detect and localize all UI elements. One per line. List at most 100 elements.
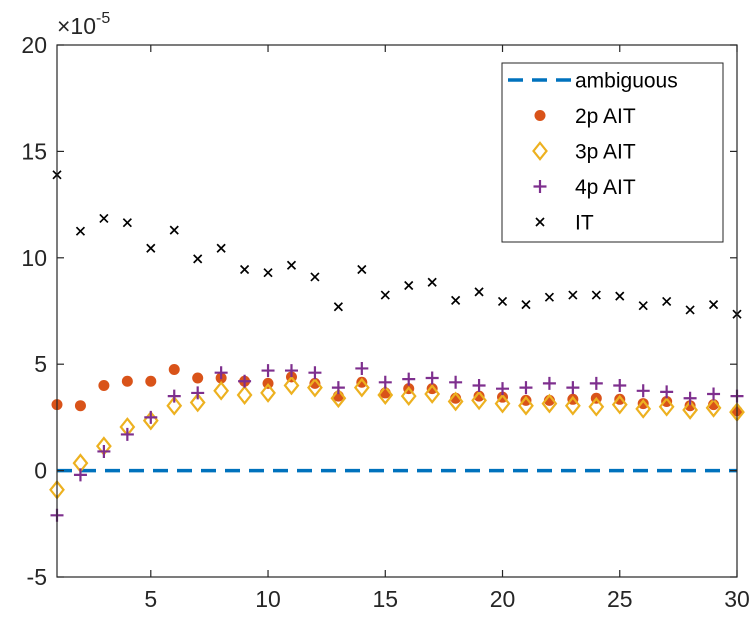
legend-entry-2p-ait: 2p AIT [534, 105, 636, 128]
y-tick-label: 0 [34, 458, 47, 484]
legend-entry-4p-ait: 4p AIT [533, 176, 636, 199]
data-point-4p-ait [284, 364, 298, 378]
legend-label: 3p AIT [575, 141, 636, 164]
data-point-4p-ait [144, 410, 158, 424]
data-point-it [193, 254, 203, 264]
data-point-it [708, 300, 719, 310]
data-point-4p-ait [73, 468, 87, 482]
data-point-it [404, 280, 414, 291]
data-point-4p-ait [519, 381, 533, 395]
legend-swatch [534, 110, 546, 121]
data-point-3p-ait [588, 396, 605, 417]
y-tick-label: 5 [34, 351, 47, 377]
data-point-4p-ait [613, 378, 627, 392]
data-point-3p-ait [377, 385, 394, 405]
data-point-3p-ait [682, 400, 699, 420]
x-tick-label: 25 [607, 586, 633, 612]
data-point-4p-ait [331, 381, 345, 395]
legend-swatch [533, 180, 547, 193]
data-point-4p-ait [496, 382, 510, 396]
data-point-2p-ait [192, 372, 204, 384]
data-point-3p-ait [213, 380, 230, 401]
data-point-3p-ait [189, 392, 206, 413]
data-point-4p-ait [683, 391, 697, 405]
data-point-3p-ait [236, 385, 253, 405]
data-point-it [521, 300, 531, 310]
data-point-it [99, 213, 109, 224]
data-point-2p-ait [637, 398, 649, 410]
legend-label: ambiguous [575, 70, 678, 93]
data-point-4p-ait [120, 427, 134, 441]
data-point-4p-ait [636, 384, 650, 398]
data-point-it [216, 243, 226, 253]
data-point-4p-ait [97, 444, 111, 458]
data-point-2p-ait [473, 390, 485, 402]
legend-label: 4p AIT [575, 176, 636, 199]
data-point-3p-ait [705, 397, 722, 418]
data-point-3p-ait [307, 377, 323, 398]
data-point-3p-ait [518, 395, 534, 416]
x-tick-label: 20 [490, 586, 516, 612]
legend-label: 2p AIT [575, 105, 636, 128]
data-point-4p-ait [472, 378, 486, 392]
data-point-2p-ait [426, 383, 438, 395]
data-point-2p-ait [309, 377, 321, 389]
data-point-4p-ait [566, 381, 580, 395]
data-point-2p-ait [98, 379, 110, 391]
data-point-4p-ait [261, 364, 275, 378]
data-point-it [568, 290, 578, 300]
data-point-4p-ait [378, 375, 392, 389]
data-point-3p-ait [260, 383, 276, 403]
data-point-it [638, 301, 648, 311]
plot-frame [56, 44, 738, 578]
data-point-2p-ait [168, 364, 180, 376]
y-axis-multiplier: ×10-5 [57, 10, 110, 39]
data-point-4p-ait [191, 386, 205, 400]
data-point-4p-ait [660, 385, 674, 399]
x-tick-label: 10 [255, 586, 281, 612]
data-point-it [286, 260, 297, 270]
data-point-4p-ait [542, 376, 556, 390]
y-tick-label: -5 [27, 564, 47, 590]
y-tick-label: 10 [21, 245, 47, 271]
x-tick-label: 5 [144, 586, 157, 612]
data-point-2p-ait [121, 375, 133, 387]
legend-label: IT [575, 212, 594, 235]
data-point-it [263, 268, 273, 278]
data-point-2p-ait [614, 393, 626, 405]
data-point-4p-ait [402, 372, 416, 386]
data-point-2p-ait [684, 400, 696, 412]
data-point-it [357, 264, 367, 275]
data-point-it [122, 218, 132, 228]
data-point-it [451, 295, 461, 305]
data-point-4p-ait [449, 375, 463, 389]
legend-box [501, 62, 724, 243]
data-point-4p-ait [308, 366, 322, 380]
data-point-it [497, 296, 508, 307]
x-tick-label: 15 [372, 586, 398, 612]
multiplier-base: ×10 [57, 13, 96, 39]
data-point-3p-ait [541, 393, 558, 414]
data-point-it [591, 290, 601, 300]
data-point-it [333, 302, 343, 312]
data-point-3p-ait [564, 395, 581, 416]
data-point-2p-ait [661, 395, 673, 407]
data-point-it [662, 296, 672, 307]
multiplier-exponent: -5 [96, 10, 110, 27]
data-point-it [427, 277, 437, 287]
data-point-it [685, 305, 695, 315]
legend: ambiguous 2p AIT 3p AIT 4p AIT IT [501, 62, 724, 243]
data-point-it [380, 290, 390, 300]
data-point-3p-ait [424, 384, 441, 404]
series-it [52, 170, 742, 319]
x-tick-label: 30 [724, 586, 750, 612]
legend-entry-it: IT [535, 212, 594, 235]
legend-entry-3p-ait: 3p AIT [532, 141, 636, 164]
legend-swatch [532, 141, 548, 161]
data-marks [49, 170, 745, 522]
data-point-4p-ait [425, 371, 439, 385]
y-tick-label: 15 [21, 138, 47, 164]
data-point-4p-ait [167, 389, 181, 403]
